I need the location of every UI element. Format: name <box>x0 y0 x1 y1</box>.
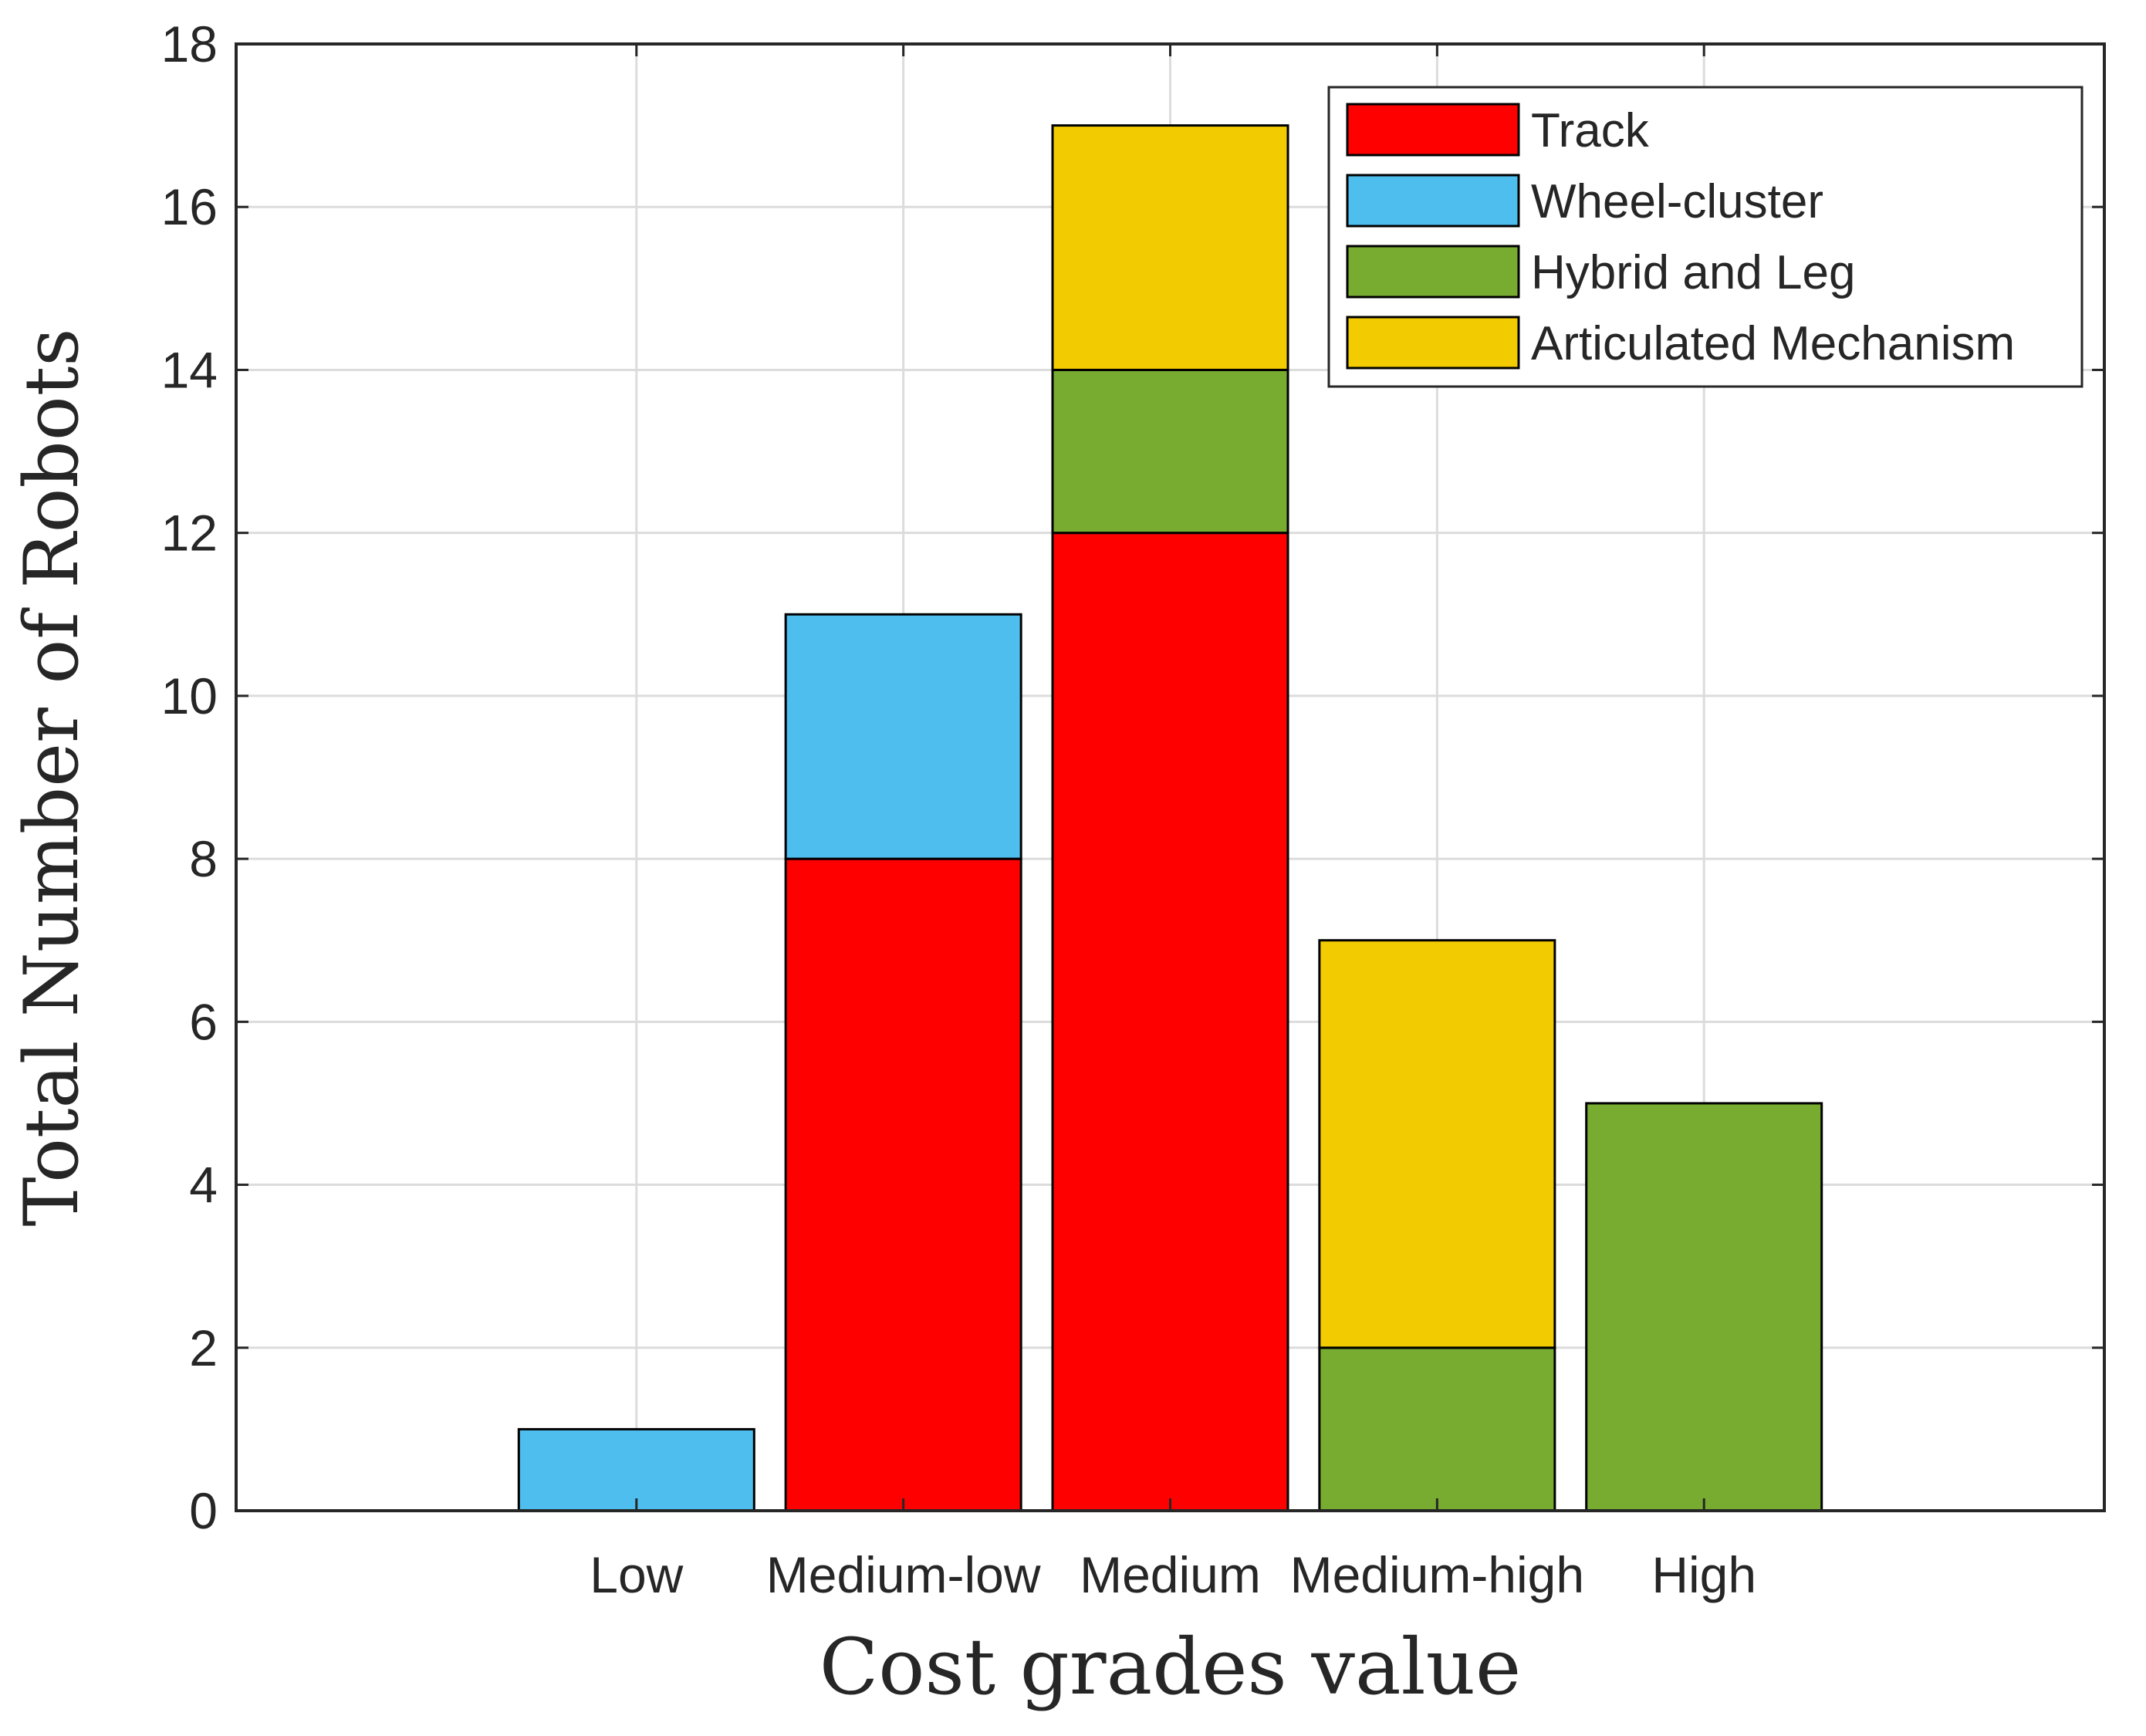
x-tick-label-low: Low <box>590 1546 683 1603</box>
x-tick-label-medium: Medium <box>1080 1546 1261 1603</box>
legend-label-articulated-mechanism[interactable]: Articulated Mechanism <box>1531 317 2015 370</box>
legend-swatch-articulated-mechanism[interactable] <box>1346 316 1520 370</box>
y-tick-label: 12 <box>161 505 218 562</box>
bar-high-hybrid-and-leg[interactable] <box>1585 1102 1823 1512</box>
y-tick-label: 4 <box>189 1157 218 1214</box>
legend-label-hybrid-and-leg[interactable]: Hybrid and Leg <box>1531 246 1856 299</box>
y-tick-label: 0 <box>189 1482 218 1539</box>
y-tick-label: 8 <box>189 830 218 887</box>
y-axis-label: Total Number of Robots <box>8 329 95 1227</box>
x-axis-label: Cost grades value <box>820 1622 1521 1712</box>
bar-medium-low-wheel-cluster[interactable] <box>784 613 1022 860</box>
bar-medium-track[interactable] <box>1051 532 1289 1512</box>
bars <box>517 124 1823 1512</box>
bar-low-wheel-cluster[interactable] <box>517 1427 755 1512</box>
legend-swatch-track[interactable] <box>1346 103 1520 157</box>
y-tick-label: 6 <box>189 993 218 1050</box>
y-tick-label: 10 <box>161 667 218 724</box>
bar-medium-low-track[interactable] <box>784 857 1022 1512</box>
legend-swatch-hybrid-and-leg[interactable] <box>1346 245 1520 299</box>
legend-swatch-wheel-cluster[interactable] <box>1346 174 1520 228</box>
x-tick-label-medium-high: Medium-high <box>1290 1546 1585 1603</box>
y-tick-label: 16 <box>161 178 218 235</box>
x-tick-label-medium-low: Medium-low <box>766 1546 1041 1603</box>
legend[interactable]: Track Wheel-cluster Hybrid and Leg Articula… <box>1327 86 2083 388</box>
x-tick-label-high: High <box>1651 1546 1756 1603</box>
y-axis-ticks: 0 2 4 6 8 10 12 14 16 18 <box>161 15 2104 1539</box>
y-tick-label: 2 <box>189 1319 218 1376</box>
legend-label-wheel-cluster[interactable]: Wheel-cluster <box>1531 175 1823 228</box>
x-axis-ticks: Low Medium-low Medium Medium-high High <box>590 44 1756 1603</box>
legend-label-track[interactable]: Track <box>1531 104 1650 157</box>
y-tick-label: 14 <box>161 341 218 398</box>
bar-medium-hybrid-and-leg[interactable] <box>1051 368 1289 535</box>
bar-medium-high-articulated-mechanism[interactable] <box>1318 939 1556 1349</box>
bar-medium-articulated-mechanism[interactable] <box>1051 124 1289 371</box>
bar-medium-high-hybrid-and-leg[interactable] <box>1318 1346 1556 1512</box>
y-tick-label: 18 <box>161 15 218 73</box>
